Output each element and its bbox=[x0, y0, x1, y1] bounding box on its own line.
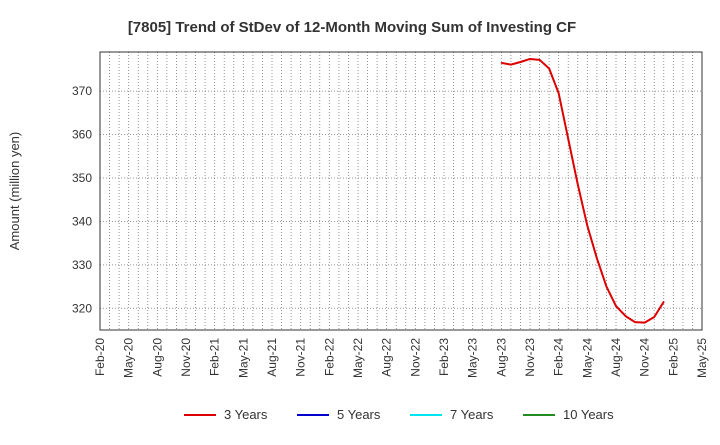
x-tick-label: May-20 bbox=[122, 338, 136, 378]
data-point bbox=[635, 322, 636, 323]
data-point bbox=[577, 184, 578, 185]
y-axis-label: Amount (million yen) bbox=[7, 132, 22, 251]
y-tick-label: 320 bbox=[72, 301, 92, 315]
data-point bbox=[596, 258, 597, 259]
x-tick-label: Feb-24 bbox=[552, 338, 566, 376]
data-point bbox=[606, 286, 607, 287]
x-tick-label: Nov-21 bbox=[294, 338, 308, 377]
data-point bbox=[587, 225, 588, 226]
legend-label: 5 Years bbox=[337, 407, 381, 422]
x-tick-label: Nov-24 bbox=[638, 338, 652, 377]
data-point bbox=[539, 59, 540, 60]
y-tick-labels: 320 330 340 350 360 370 bbox=[72, 84, 92, 315]
legend-label: 7 Years bbox=[450, 407, 494, 422]
x-tick-label: Feb-22 bbox=[322, 338, 336, 376]
series-line-3-years bbox=[501, 59, 663, 323]
plot-frame bbox=[100, 52, 702, 330]
x-tick-label: Feb-25 bbox=[666, 338, 680, 376]
x-tick-label: Aug-24 bbox=[609, 338, 623, 377]
series-layer bbox=[501, 58, 665, 323]
data-point bbox=[501, 62, 502, 63]
x-tick-label: Feb-21 bbox=[208, 338, 222, 376]
data-point bbox=[615, 306, 616, 307]
x-tick-label: Aug-23 bbox=[494, 338, 508, 377]
x-tick-label: Feb-20 bbox=[93, 338, 107, 376]
legend-item-3-years[interactable]: 3 Years bbox=[184, 407, 268, 422]
x-tick-label: Nov-20 bbox=[179, 338, 193, 377]
legend-item-7-years[interactable]: 7 Years bbox=[410, 407, 494, 422]
legend-item-10-years[interactable]: 10 Years bbox=[523, 407, 614, 422]
x-tick-label: Nov-22 bbox=[408, 338, 422, 377]
y-tick-label: 350 bbox=[72, 171, 92, 185]
x-tick-label: Aug-22 bbox=[380, 338, 394, 377]
data-point bbox=[529, 58, 530, 59]
data-point bbox=[568, 138, 569, 139]
x-tick-label: May-21 bbox=[236, 338, 250, 378]
grid-layer bbox=[100, 52, 702, 330]
x-tick-label: May-22 bbox=[351, 338, 365, 378]
x-tick-label: Nov-23 bbox=[523, 338, 537, 377]
chart-title: [7805] Trend of StDev of 12-Month Moving… bbox=[128, 19, 576, 36]
data-point bbox=[549, 68, 550, 69]
x-tick-label: Feb-23 bbox=[437, 338, 451, 376]
data-point bbox=[510, 64, 511, 65]
data-point bbox=[625, 316, 626, 317]
data-point bbox=[654, 316, 655, 317]
data-point bbox=[558, 93, 559, 94]
x-tick-labels: Feb-20 May-20 Aug-20 Nov-20 Feb-21 May-21 Aug-… bbox=[93, 338, 709, 378]
y-tick-label: 330 bbox=[72, 258, 92, 272]
legend[interactable]: 3 Years 5 Years 7 Years 10 Years bbox=[184, 407, 614, 422]
data-point bbox=[663, 301, 664, 302]
data-point bbox=[644, 322, 645, 323]
legend-label: 10 Years bbox=[563, 407, 614, 422]
legend-item-5-years[interactable]: 5 Years bbox=[297, 407, 381, 422]
legend-label: 3 Years bbox=[224, 407, 268, 422]
y-tick-label: 370 bbox=[72, 84, 92, 98]
data-point bbox=[520, 61, 521, 62]
x-tick-label: Aug-21 bbox=[265, 338, 279, 377]
x-tick-label: May-23 bbox=[466, 338, 480, 378]
x-tick-label: Aug-20 bbox=[150, 338, 164, 377]
x-tick-label: May-25 bbox=[695, 338, 709, 378]
y-tick-label: 340 bbox=[72, 214, 92, 228]
y-tick-label: 360 bbox=[72, 128, 92, 142]
x-tick-label: May-24 bbox=[580, 338, 594, 378]
